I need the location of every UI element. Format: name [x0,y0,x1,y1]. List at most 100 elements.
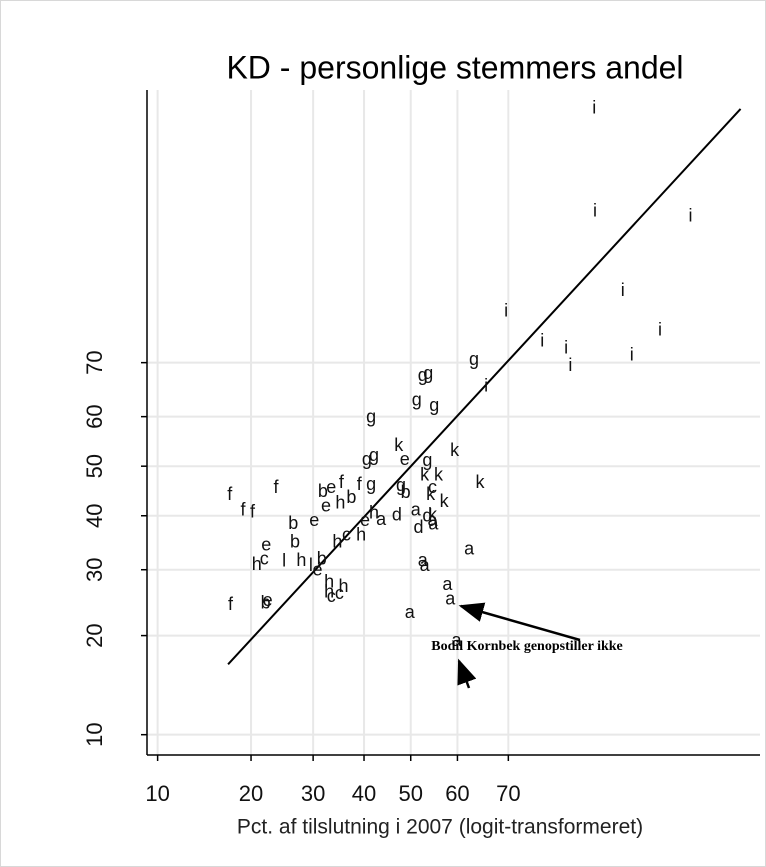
point-letter: h [296,550,306,570]
y-tick-label: 30 [82,557,107,581]
point-letter: b [261,592,271,612]
x-tick-label: 70 [496,781,520,806]
point-letter: f [250,501,256,521]
point-letter: e [312,560,322,580]
x-tick-label: 50 [398,781,422,806]
point-letter: g [369,445,379,465]
point-letter: g [418,365,428,385]
x-tick-label: 60 [445,781,469,806]
point-letter: d [414,517,424,537]
point-letter: i [689,206,693,226]
point-letter: i [484,376,488,396]
point-letter: h [324,572,334,592]
point-letter: k [394,435,404,455]
point-letter: k [434,465,444,485]
point-letter: g [362,449,372,469]
point-letter: g [412,389,422,409]
arrow [458,602,581,642]
point-letter: h [324,581,334,601]
point-letter: b [317,549,327,569]
point-letter: g [396,475,406,495]
point-letter: i [540,330,544,350]
point-letter: b [288,513,298,533]
point-letter: k [476,472,486,492]
point-letter: a [427,510,438,530]
point-letter: i [621,280,625,300]
point-letter: i [592,98,596,118]
point-letter: g [366,406,376,426]
point-letter: i [658,319,662,339]
point-letter: b [401,482,411,502]
point-letter: e [261,534,271,554]
point-letter: g [422,450,432,470]
point-letter: a [405,602,416,622]
grid [147,90,760,755]
point-letter: f [339,472,345,492]
point-letter: a [411,499,422,519]
point-letter: c [327,586,336,606]
y-tick-label: 10 [82,722,107,746]
x-tick-label: 20 [239,781,263,806]
point-letter: l [282,550,286,570]
point-letter: b [318,481,328,501]
point-letter: f [357,474,363,494]
point-letter: l [309,555,313,575]
point-letter: f [274,477,280,497]
point-letter: i [593,201,597,221]
point-letter: a [418,550,429,570]
point-letter: i [504,300,508,320]
point-letter: f [228,594,234,614]
annotation: Bodil Kornbek genopstiller ikke [431,639,623,654]
arrow [457,658,477,689]
point-letter: g [366,474,376,494]
x-axis-label: Pct. af tilslutning i 2007 (logit-transf… [237,816,643,839]
point-letter: c [428,477,437,497]
point-letter: b [346,487,356,507]
point-letter: d [392,504,402,524]
point-letter: a [464,539,475,559]
point-letter: e [309,510,319,530]
point-letter: e [263,590,273,610]
point-letter: k [420,465,430,485]
x-tick-label: 40 [352,781,376,806]
y-tick-label: 70 [82,350,107,374]
point-letter: a [420,555,431,575]
point-letter: b [290,532,300,552]
x-tick-label: 30 [301,781,325,806]
point-letter: c [260,549,269,569]
point-letter: f [240,499,246,519]
point-letter: c [342,525,351,545]
y-tick-label: 40 [82,503,107,527]
point-letter: g [423,363,433,383]
point-letter: e [360,510,370,530]
point-letter: e [400,449,410,469]
point-letter: h [252,554,262,574]
point-letter: g [429,395,439,415]
chart-title: KD - personlige stemmers andel [226,49,683,85]
point-letter: d [422,506,432,526]
point-letter: i [630,344,634,364]
point-letter: h [338,576,348,596]
point-letter: a [442,574,453,594]
point-letter: k [440,491,450,511]
point-letter: a [428,514,439,534]
point-letter: i [568,355,572,375]
point-letter: k [426,484,436,504]
point-letter: c [335,583,344,603]
point-letter: a [451,630,462,650]
point-letter: h [369,502,379,522]
y-tick-label: 50 [82,454,107,478]
fit-line [227,108,742,666]
point-letter: a [445,589,456,609]
point-letter: e [321,495,331,515]
y-tick-label: 60 [82,404,107,428]
x-tick-label: 10 [145,781,169,806]
point-letter: k [450,440,460,460]
point-letter: h [335,492,345,512]
point-letter: h [332,532,342,552]
point-letter: k [428,504,438,524]
point-letter: a [376,509,387,529]
